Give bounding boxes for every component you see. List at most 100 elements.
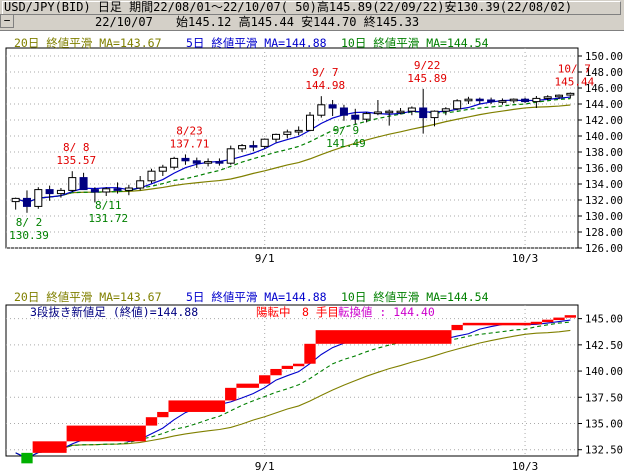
candle-x-tick-label: 10/3 xyxy=(512,252,539,265)
break-info-text: 8 手目 xyxy=(302,305,339,319)
break-brick-up xyxy=(304,343,316,364)
candle-y-tick-label: 128.00 xyxy=(585,227,623,239)
low-annotation-value: 131.72 xyxy=(88,212,128,225)
break-brick-up xyxy=(553,317,565,321)
candle-up xyxy=(566,92,575,96)
high-annotation-date: 9/ 7 xyxy=(312,66,339,79)
break-legend-item: 20日 終値平滑 MA=143.67 xyxy=(14,290,162,304)
candle-down xyxy=(339,107,348,116)
break-brick-up xyxy=(32,441,67,453)
high-annotation-date: 8/23 xyxy=(176,124,203,137)
break-y-tick-label: 142.50 xyxy=(585,340,623,352)
candle-up xyxy=(102,188,111,193)
header-title-bar xyxy=(2,1,621,15)
break-brick-up xyxy=(168,400,226,412)
candle-panel-frame xyxy=(5,47,579,249)
header-title: USD/JPY(BID) 日足 期間22/08/01～22/10/07( 50)… xyxy=(4,0,573,14)
break-brick-up xyxy=(281,365,293,369)
candle-down xyxy=(45,189,54,195)
candle-down xyxy=(328,104,337,109)
candle-up xyxy=(260,138,269,147)
candle-up xyxy=(407,107,416,112)
candle-y-tick-label: 136.00 xyxy=(585,163,623,175)
candle-up xyxy=(441,108,450,112)
break-legend-item: 10日 終値平滑 MA=144.54 xyxy=(341,290,489,304)
candle-up xyxy=(373,111,382,115)
break-brick-up xyxy=(451,324,463,331)
candle-up xyxy=(124,187,133,191)
candle-y-tick-label: 130.00 xyxy=(585,211,623,223)
candle-up xyxy=(453,100,462,110)
break-y-tick-label: 132.50 xyxy=(585,445,623,457)
break-brick-up xyxy=(315,330,452,344)
candle-y-tick-label: 144.00 xyxy=(585,99,623,111)
collapse-button[interactable]: − xyxy=(0,14,14,28)
high-annotation-date: 8/ 8 xyxy=(63,141,90,154)
candle-up xyxy=(317,104,326,116)
break-brick-up xyxy=(157,411,169,418)
break-brick-up xyxy=(293,363,305,367)
low-annotation-value: 130.39 xyxy=(9,229,49,242)
candle-up xyxy=(283,131,292,135)
break-info-text: 転換値 : 144.40 xyxy=(338,305,435,319)
candle-down xyxy=(475,98,484,102)
candle-down xyxy=(249,145,258,148)
candle-up xyxy=(147,170,156,182)
candle-up xyxy=(396,110,405,114)
candle-y-tick-label: 148.00 xyxy=(585,67,623,79)
candle-down xyxy=(181,157,190,162)
candle-up xyxy=(68,177,77,191)
break-brick-up xyxy=(542,319,554,323)
high-annotation-value: 137.71 xyxy=(170,137,210,150)
low-annotation-date: 9/ 9 xyxy=(333,124,360,137)
high-annotation-date: 10/ 7 xyxy=(558,62,591,75)
high-annotation-value: 145.89 xyxy=(407,72,447,85)
break-y-tick-label: 135.00 xyxy=(585,418,623,430)
candle-down xyxy=(192,160,201,164)
break-info-text: 3段抜き新値足 (終値)=144.88 xyxy=(30,305,198,319)
candle-up xyxy=(294,129,303,133)
candle-legend-item: 10日 終値平滑 MA=144.54 xyxy=(341,36,489,50)
header-ohlc: 始145.12 高145.44 安144.70 終145.33 xyxy=(176,15,420,29)
low-annotation-date: 8/11 xyxy=(95,199,122,212)
candle-up xyxy=(238,145,247,150)
candle-up xyxy=(305,114,314,131)
candle-y-tick-label: 142.00 xyxy=(585,115,623,127)
low-annotation-date: 8/ 2 xyxy=(16,216,43,229)
candle-y-tick-label: 138.00 xyxy=(585,147,623,159)
candle-up xyxy=(204,161,213,164)
chart-header: USD/JPY(BID) 日足 期間22/08/01～22/10/07( 50)… xyxy=(0,0,624,31)
candle-up xyxy=(34,189,43,207)
candle-down xyxy=(90,189,99,193)
candle-x-tick-label: 9/1 xyxy=(255,252,275,265)
candle-down xyxy=(351,114,360,120)
break-brick-up xyxy=(145,417,158,426)
candle-up xyxy=(272,133,281,140)
candle-up xyxy=(226,148,235,164)
candle-legend-item: 20日 終値平滑 MA=143.67 xyxy=(14,36,162,50)
candle-up xyxy=(385,110,394,114)
break-brick-up xyxy=(270,368,282,376)
break-x-tick-label: 9/1 xyxy=(255,460,275,473)
candle-y-tick-label: 150.00 xyxy=(585,51,623,63)
candle-y-tick-label: 134.00 xyxy=(585,179,623,191)
candle-down xyxy=(215,161,224,164)
break-y-tick-label: 140.00 xyxy=(585,366,623,378)
high-annotation-value: 145.44 xyxy=(554,75,594,88)
candle-up xyxy=(509,98,518,102)
high-annotation-date: 9/22 xyxy=(414,59,441,72)
candle-down xyxy=(79,177,88,191)
break-info-text: 陽転中 xyxy=(256,305,291,319)
candle-down xyxy=(113,188,122,191)
break-brick-up xyxy=(530,321,543,325)
candle-down xyxy=(22,197,31,207)
candle-y-tick-label: 132.00 xyxy=(585,195,623,207)
break-brick-up xyxy=(236,383,260,388)
candle-up xyxy=(555,94,564,98)
candle-up xyxy=(464,98,473,102)
break-brick-up xyxy=(66,425,146,442)
candle-down xyxy=(419,107,428,119)
candle-up xyxy=(170,157,179,168)
candle-y-tick-label: 146.00 xyxy=(585,83,623,95)
